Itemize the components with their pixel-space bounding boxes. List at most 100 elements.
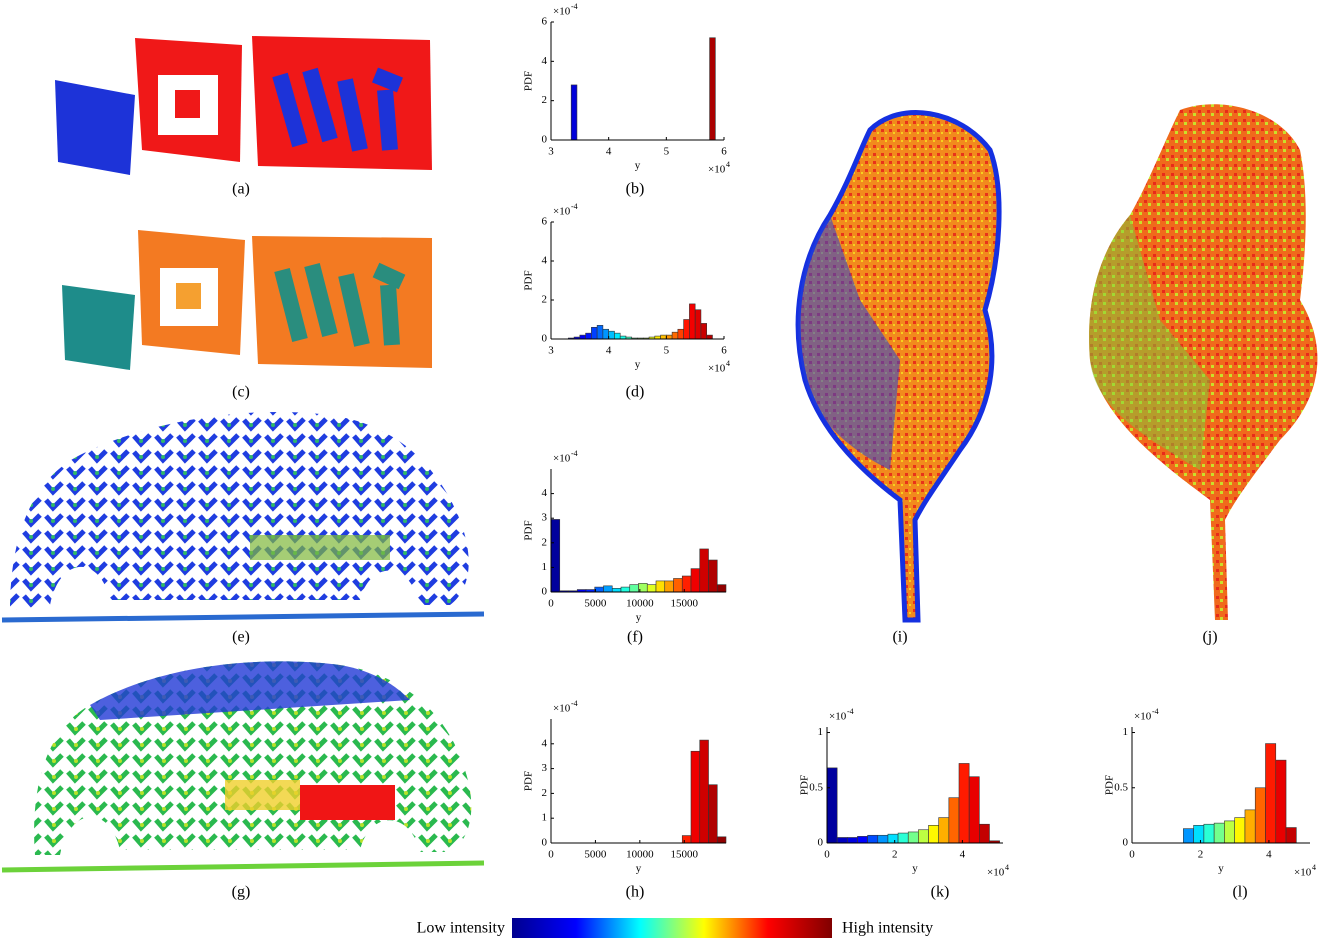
bar <box>1266 744 1276 843</box>
bar <box>1204 824 1214 843</box>
panel-caption: (c) <box>232 384 250 401</box>
bar <box>656 581 665 592</box>
bar <box>1255 788 1265 843</box>
panel-caption: (d) <box>626 384 645 401</box>
bar <box>949 798 959 843</box>
bar <box>827 768 837 843</box>
panel-caption: (k) <box>931 884 950 901</box>
cloud-e-ground <box>2 614 484 620</box>
bar <box>612 588 621 592</box>
bar <box>1214 823 1224 843</box>
panel-caption: (b) <box>626 181 645 198</box>
bar <box>898 833 908 843</box>
y-tick-label: 3 <box>542 512 548 524</box>
x-tick-label: 4 <box>606 345 612 357</box>
y-scale-exponent: -4 <box>1152 707 1159 716</box>
bar <box>878 835 888 843</box>
cloud-a-left <box>55 80 135 175</box>
bar <box>691 569 700 592</box>
x-scale-base: ×10 <box>987 867 1005 879</box>
x-axis-label: y <box>1218 863 1224 875</box>
x-tick-label: 15000 <box>670 598 698 610</box>
y-tick-label: 1 <box>542 812 548 824</box>
y-scale-exponent: -4 <box>571 699 578 708</box>
bar <box>959 763 969 843</box>
x-tick-label: 6 <box>721 345 727 357</box>
bar <box>857 836 867 843</box>
panel-caption: (j) <box>1202 629 1217 646</box>
y-axis-label: PDF <box>523 520 535 540</box>
bar <box>571 85 577 140</box>
y-tick-label: 0.5 <box>809 781 823 793</box>
y-tick-label: 6 <box>542 216 548 228</box>
x-tick-label: 6 <box>721 146 727 158</box>
x-tick-label: 0 <box>548 849 554 861</box>
panel-caption: (i) <box>892 629 907 646</box>
y-scale-exponent: -4 <box>571 202 578 211</box>
bar <box>709 560 718 592</box>
bar <box>551 519 560 592</box>
panel-caption: (f) <box>627 629 643 646</box>
bar <box>678 329 684 339</box>
bar <box>929 825 939 843</box>
x-tick-label: 4 <box>1266 849 1272 861</box>
x-tick-label: 0 <box>1129 849 1135 861</box>
bar <box>691 751 700 843</box>
bar <box>868 835 878 843</box>
y-scale-base: ×10 <box>553 703 571 715</box>
bar <box>695 310 701 339</box>
y-axis-label: PDF <box>523 771 535 791</box>
y-axis-label: PDF <box>1104 775 1116 795</box>
x-scale-exponent: 4 <box>1312 863 1316 872</box>
cloud-a-hole <box>175 90 200 118</box>
bar <box>661 335 667 339</box>
colorbar-low-label: Low intensity <box>417 920 505 937</box>
cloud-e-highlight <box>250 535 390 560</box>
cloud-c-left <box>62 285 135 370</box>
y-tick-label: 0 <box>1123 837 1129 849</box>
y-tick-label: 3 <box>542 762 548 774</box>
x-scale-base: ×10 <box>708 164 726 176</box>
bar <box>665 581 674 592</box>
cloud-c-right <box>252 236 432 368</box>
y-scale-base: ×10 <box>553 453 571 465</box>
bar <box>888 834 898 843</box>
cloud-g-ground <box>2 863 484 870</box>
bar <box>908 832 918 843</box>
x-axis-label: y <box>636 863 642 875</box>
y-axis-label: PDF <box>799 775 811 795</box>
x-tick-label: 5000 <box>584 598 607 610</box>
bar <box>918 830 928 843</box>
histogram: 01234050001000015000PDFy×10-4(h) <box>523 699 726 901</box>
y-tick-label: 4 <box>542 255 548 267</box>
bar <box>710 38 716 140</box>
bar <box>682 836 691 843</box>
bar <box>1183 829 1193 843</box>
bar <box>666 335 672 339</box>
y-axis-label: PDF <box>523 71 535 91</box>
bar <box>580 335 586 339</box>
bar <box>604 586 613 592</box>
cloud-g-hot <box>300 785 395 820</box>
x-tick-label: 10000 <box>626 849 654 861</box>
bar <box>1276 760 1286 843</box>
y-tick-label: 0 <box>542 134 548 146</box>
y-scale-exponent: -4 <box>847 707 854 716</box>
panel-caption: (e) <box>232 629 250 646</box>
bar <box>837 837 847 843</box>
bar <box>1235 818 1245 843</box>
bar <box>717 837 726 843</box>
x-tick-label: 0 <box>824 849 830 861</box>
bar <box>609 331 615 339</box>
bar <box>674 578 683 592</box>
colorbar-high-label: High intensity <box>842 920 933 937</box>
bar <box>1224 821 1234 843</box>
x-scale-exponent: 4 <box>1005 863 1009 872</box>
colorbar <box>512 918 832 938</box>
bar <box>700 740 709 843</box>
x-tick-label: 0 <box>548 598 554 610</box>
x-tick-label: 2 <box>1198 849 1204 861</box>
